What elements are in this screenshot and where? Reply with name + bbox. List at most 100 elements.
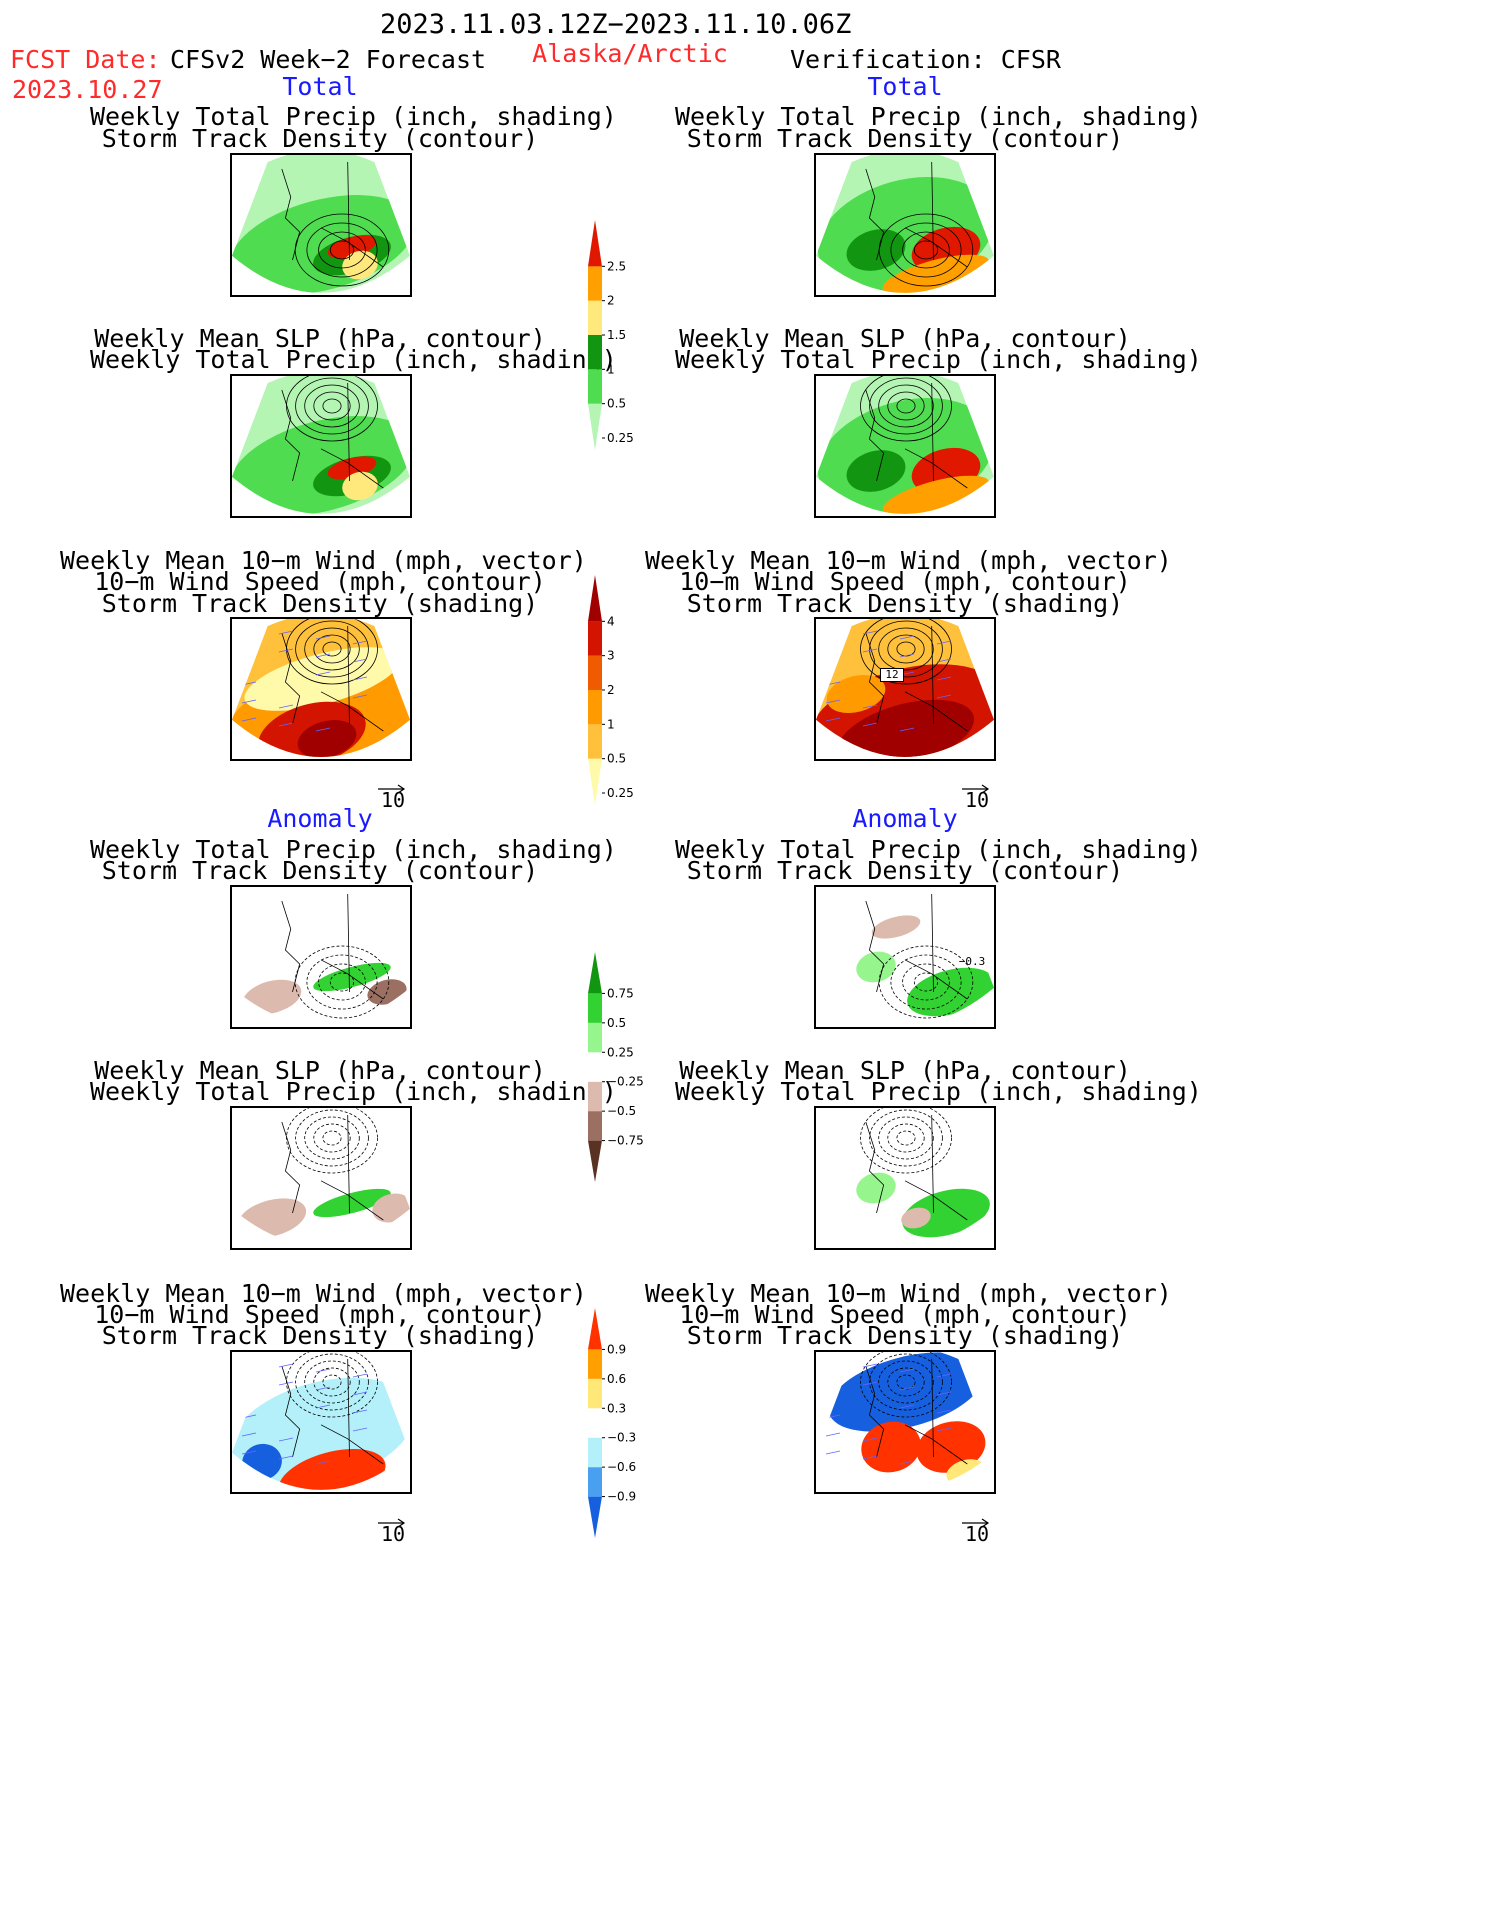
title-aprecip-r1: Weekly Total Precip (inch, shading) xyxy=(675,835,1202,864)
colorbar-tick-label: −0.3 xyxy=(607,1431,636,1445)
wind-vector xyxy=(899,1368,915,1373)
map-wind-anom-forecast xyxy=(230,1350,412,1494)
title-aprecip-l2: Storm Track Density (contour) xyxy=(101,856,539,885)
title-slp-r1: Weekly Mean SLP (hPa, contour) xyxy=(679,324,1131,353)
shading-blob xyxy=(297,719,357,757)
contour-line xyxy=(286,376,378,442)
title-wind-l1: Weekly Mean 10−m Wind (mph, vector) xyxy=(60,546,587,575)
shading-blob xyxy=(828,1352,984,1432)
region-title: Alaska/Arctic xyxy=(532,39,728,68)
vector-ref-arrow-3 xyxy=(378,1513,406,1532)
map-slp-anom-observed xyxy=(814,1106,996,1250)
wind-vector xyxy=(278,1455,294,1460)
fcst-date-label: FCST Date: xyxy=(10,45,161,74)
coastline xyxy=(865,625,968,732)
wind-vector xyxy=(315,727,331,732)
colorbar-segment xyxy=(588,266,602,301)
title-aprecip-l1: Weekly Total Precip (inch, shading) xyxy=(90,835,617,864)
wind-vector xyxy=(899,635,915,640)
contour-line xyxy=(313,1367,351,1397)
contour-line xyxy=(896,1130,916,1146)
contour-line xyxy=(860,1352,952,1418)
shading-blob xyxy=(856,1172,896,1204)
contour-line xyxy=(318,963,366,1001)
contour-line xyxy=(890,222,962,278)
colorbar-precip: 0.25 0.5 1 1.5 2 2.5 xyxy=(588,220,634,450)
wind-vector xyxy=(315,1404,331,1409)
colorbar-tick-label: 0.25 xyxy=(607,431,634,445)
wind-vector xyxy=(278,704,294,709)
map-slp-anom-forecast xyxy=(230,1106,412,1250)
wind-vector xyxy=(352,694,368,699)
contour-line xyxy=(295,1109,369,1167)
colorbar-tick-label: 0.9 xyxy=(607,1342,626,1356)
colorbar-segment xyxy=(588,300,602,335)
vector-ref-label-2: 10 xyxy=(964,788,990,812)
coastline xyxy=(865,161,968,268)
map-precip-anom-forecast xyxy=(230,885,412,1029)
shading-blob xyxy=(861,1421,921,1473)
period-title: 2023.11.03.12Z−2023.11.10.06Z xyxy=(380,9,852,40)
wind-vector xyxy=(278,648,294,653)
vector-ref-arrow-1 xyxy=(378,779,406,798)
colorbar-segment xyxy=(588,369,602,404)
title-aslp-l1: Weekly Mean SLP (hPa, contour) xyxy=(94,1056,546,1085)
shading-blob xyxy=(846,229,906,271)
contour-line xyxy=(304,627,360,671)
left-anomaly-label: Anomaly xyxy=(267,804,373,833)
contour-line xyxy=(878,627,934,671)
colorbar-tick-label: 0.6 xyxy=(607,1372,626,1386)
title-precip-l2: Storm Track Density (contour) xyxy=(101,124,539,153)
precip-anom-contour-label: −0.3 xyxy=(958,955,986,968)
wind-vector xyxy=(862,630,878,635)
wind-vector xyxy=(278,630,294,635)
title-awind-r1: Weekly Mean 10−m Wind (mph, vector) xyxy=(645,1279,1172,1308)
contour-line xyxy=(878,384,934,428)
shading-blob xyxy=(372,1193,410,1223)
wind-vector xyxy=(862,1455,878,1460)
contour-line xyxy=(887,1367,925,1397)
map-precip-anom-observed xyxy=(814,885,996,1029)
coastline xyxy=(281,1114,384,1221)
wind-vector xyxy=(862,1363,878,1368)
contour-line xyxy=(322,398,342,414)
colorbar-tick-label: 1.5 xyxy=(607,328,626,342)
wind-vector xyxy=(241,717,257,722)
wind-vector xyxy=(936,676,952,681)
wind-vector xyxy=(278,722,294,727)
colorbar-tick-label: 0.25 xyxy=(607,786,634,800)
colorbar-segment xyxy=(588,1081,602,1112)
colorbar-segment xyxy=(588,1467,602,1497)
contour-line xyxy=(913,972,939,992)
colorbar-segment xyxy=(588,690,602,725)
vector-ref-label-4: 10 xyxy=(964,1522,990,1546)
title-wind-l3: Storm Track Density (shading) xyxy=(101,589,539,618)
wind-vector xyxy=(862,704,878,709)
colorbar-tick-label: −0.25 xyxy=(607,1075,644,1089)
contour-line xyxy=(887,1123,925,1153)
colorbar-tick-label: 0.75 xyxy=(607,986,634,1000)
wind-vector xyxy=(315,635,331,640)
map-precip-forecast xyxy=(230,153,412,297)
wind-vector xyxy=(936,658,952,663)
wind-vector xyxy=(899,1386,915,1391)
contour-line xyxy=(869,1353,943,1411)
wind-vector xyxy=(352,640,368,645)
colorbar-tick-label: 2.5 xyxy=(607,259,626,273)
shading-blob xyxy=(882,475,990,514)
wind-vector xyxy=(862,1437,878,1442)
contour-line xyxy=(860,1108,952,1174)
map-precip-observed xyxy=(814,153,996,297)
coastline xyxy=(281,893,384,1000)
wind-vector xyxy=(862,648,878,653)
wind-vector xyxy=(899,653,915,658)
contour-line xyxy=(878,1360,934,1404)
coastline xyxy=(281,161,384,268)
wind-vector xyxy=(352,658,368,663)
wind-vector xyxy=(315,1386,331,1391)
wind-vector xyxy=(352,1409,368,1414)
wind-vector xyxy=(825,625,841,630)
wind-vector xyxy=(936,1391,952,1396)
colorbar-segment xyxy=(588,1437,602,1468)
contour-line xyxy=(306,222,378,278)
